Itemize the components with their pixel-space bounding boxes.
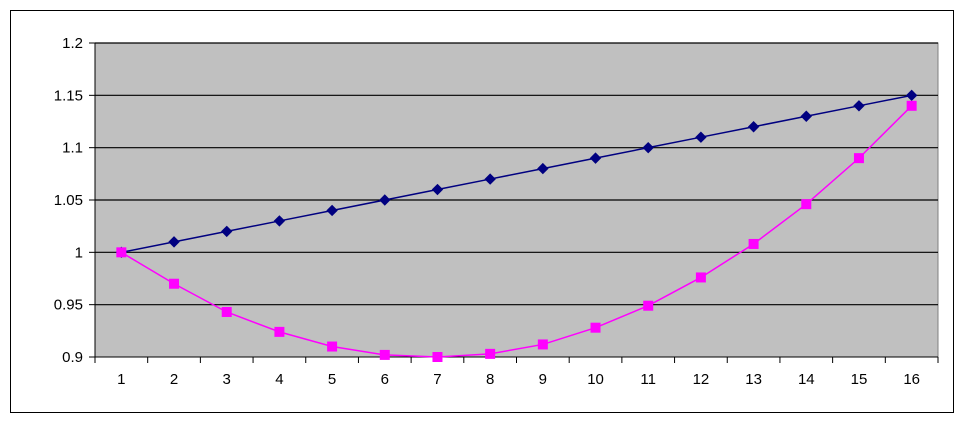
data-point-square bbox=[695, 272, 706, 283]
series-line bbox=[120, 105, 913, 358]
x-tick-label: 2 bbox=[170, 371, 178, 388]
data-point-square bbox=[537, 339, 548, 350]
data-point-square bbox=[748, 238, 759, 249]
gridlines bbox=[95, 42, 938, 306]
series-line bbox=[121, 94, 912, 254]
data-point-diamond bbox=[642, 141, 654, 154]
data-point-diamond bbox=[747, 121, 760, 133]
y-axis-ticks: 0.9 0.95 1 1.05 1.1 1.15 1.2 bbox=[54, 35, 83, 366]
x-tick-label: 11 bbox=[640, 371, 656, 388]
axes bbox=[89, 42, 939, 363]
data-point-square bbox=[853, 153, 864, 164]
data-point-diamond bbox=[589, 152, 602, 164]
data-point-diamond bbox=[168, 236, 180, 248]
data-point-diamond bbox=[273, 215, 286, 227]
series bbox=[115, 89, 918, 362]
data-point-diamond bbox=[379, 194, 391, 206]
x-tick-label: 9 bbox=[539, 371, 547, 388]
y-tick-label: 0.95 bbox=[54, 297, 83, 314]
data-point-diamond bbox=[537, 162, 549, 175]
data-point-diamond bbox=[695, 131, 707, 143]
data-point-diamond bbox=[853, 100, 865, 112]
data-point-diamond bbox=[484, 173, 496, 185]
data-point-square bbox=[116, 247, 127, 258]
data-point-square bbox=[327, 341, 338, 352]
data-point-diamond bbox=[326, 204, 338, 217]
x-tick-label: 3 bbox=[223, 371, 231, 388]
data-point-square bbox=[906, 100, 917, 111]
series-2 bbox=[116, 100, 917, 362]
y-tick-label: 0.9 bbox=[62, 349, 83, 366]
y-tick-label: 1.1 bbox=[62, 140, 83, 157]
y-tick-label: 1.2 bbox=[62, 35, 83, 52]
x-tick-label: 15 bbox=[851, 371, 868, 388]
data-point-square bbox=[221, 306, 232, 317]
data-point-square bbox=[432, 352, 443, 362]
data-point-square bbox=[590, 322, 601, 333]
y-tick-label: 1 bbox=[75, 244, 83, 261]
x-axis-ticks: 1 2 3 4 5 6 7 8 9 10 11 12 13 14 15 16 bbox=[117, 371, 920, 388]
data-point-diamond bbox=[221, 225, 233, 238]
y-tick-label: 1.15 bbox=[54, 87, 83, 104]
data-point-square bbox=[274, 326, 285, 337]
x-tick-label: 4 bbox=[275, 371, 283, 388]
x-tick-label: 6 bbox=[381, 371, 389, 388]
chart-frame: 0.9 0.95 1 1.05 1.1 1.15 1.2 1 2 3 4 5 6 7 8 9 10 11 12 13… bbox=[10, 10, 954, 413]
data-point-square bbox=[801, 199, 812, 210]
x-tick-label: 13 bbox=[745, 371, 762, 388]
data-point-square bbox=[379, 349, 390, 360]
data-point-diamond bbox=[905, 89, 918, 102]
x-tick-label: 12 bbox=[693, 371, 710, 388]
y-tick-label: 1.05 bbox=[54, 192, 83, 209]
x-tick-label: 1 bbox=[117, 371, 125, 388]
x-tick-label: 5 bbox=[328, 371, 336, 388]
data-point-square bbox=[485, 348, 496, 359]
x-tick-label: 10 bbox=[587, 371, 604, 388]
data-point-diamond bbox=[431, 183, 444, 196]
data-point-diamond bbox=[800, 110, 812, 122]
x-tick-label: 7 bbox=[433, 371, 441, 388]
data-point-square bbox=[643, 300, 654, 311]
x-tick-label: 8 bbox=[486, 371, 494, 388]
data-point-square bbox=[169, 278, 180, 289]
x-tick-label: 14 bbox=[798, 371, 815, 388]
x-tick-label: 16 bbox=[903, 371, 920, 388]
